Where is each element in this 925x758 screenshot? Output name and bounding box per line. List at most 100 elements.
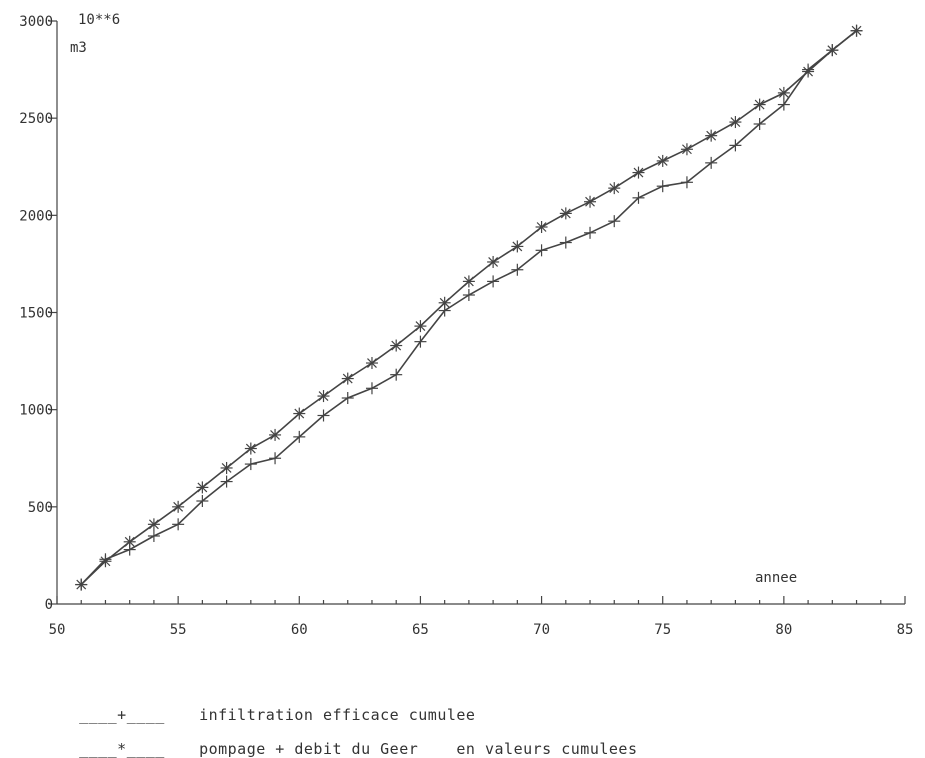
marker-d2 — [512, 241, 523, 252]
data-point — [147, 529, 160, 542]
data-point — [487, 275, 500, 288]
marker-d2 — [270, 430, 280, 440]
y-unit-label-2: m3 — [70, 40, 87, 56]
data-point — [511, 240, 524, 253]
marker-d2 — [488, 257, 499, 267]
data-point — [438, 296, 451, 309]
data-point — [802, 65, 815, 78]
data-point — [487, 255, 500, 268]
data-point — [365, 357, 378, 370]
data-point — [753, 117, 766, 130]
marker-d2 — [245, 443, 256, 454]
marker-d2 — [778, 87, 789, 98]
data-point — [535, 220, 548, 233]
data-point — [220, 461, 233, 474]
data-point — [99, 555, 112, 568]
legend-item-1: ____+____ infiltration efficace cumulee — [60, 688, 475, 724]
marker-d2 — [463, 276, 474, 287]
x-tick-label: 85 — [897, 622, 914, 638]
x-tick-label: 65 — [412, 622, 429, 638]
data-point — [462, 275, 475, 288]
data-point — [75, 578, 88, 591]
x-axis-label: annee — [755, 570, 797, 586]
y-tick-label: 3000 — [19, 14, 53, 30]
data-point — [680, 143, 693, 156]
data-point — [584, 226, 597, 239]
data-point — [705, 129, 718, 142]
data-point — [680, 176, 693, 189]
data-point — [172, 518, 185, 531]
y-tick-label: 2000 — [19, 208, 53, 224]
data-point — [414, 320, 427, 333]
data-point — [535, 244, 548, 257]
data-point — [608, 182, 621, 195]
x-tick-label: 60 — [291, 622, 308, 638]
data-point — [341, 392, 354, 405]
data-point — [729, 139, 742, 152]
data-point — [559, 207, 572, 220]
data-point — [705, 156, 718, 169]
data-point — [608, 215, 621, 228]
marker-d2 — [682, 144, 692, 155]
marker-d2 — [754, 99, 765, 110]
legend-sample-1: ____+____ — [79, 706, 165, 724]
data-point — [729, 116, 742, 129]
data-point — [293, 430, 306, 443]
data-point — [269, 452, 282, 465]
marker-d2 — [318, 391, 329, 401]
marker-d2 — [367, 358, 377, 368]
data-point — [147, 518, 160, 531]
data-point — [365, 382, 378, 395]
data-point — [656, 180, 669, 193]
marker-d2 — [827, 45, 838, 56]
marker-d2 — [803, 66, 814, 77]
data-point — [753, 98, 766, 111]
y-tick-label: 500 — [28, 500, 53, 516]
marker-d2 — [100, 556, 111, 567]
data-point — [414, 335, 427, 348]
marker-d2 — [706, 130, 717, 141]
data-point — [390, 368, 403, 381]
x-tick-label: 55 — [170, 622, 187, 638]
data-point — [317, 390, 330, 403]
marker-d2 — [609, 183, 620, 194]
marker-d2 — [633, 167, 644, 178]
data-point — [196, 481, 209, 494]
data-point — [244, 458, 257, 471]
marker-d2 — [148, 519, 159, 530]
data-point — [172, 500, 185, 513]
x-tick-label: 70 — [533, 622, 550, 638]
data-point — [632, 166, 645, 179]
marker-d2 — [657, 155, 668, 166]
x-tick-label: 80 — [775, 622, 792, 638]
series-layer — [75, 24, 863, 591]
data-point — [850, 24, 863, 37]
marker-d2 — [124, 536, 135, 547]
legend-text-1: infiltration efficace cumulee — [199, 706, 476, 724]
y-tick-label: 2500 — [19, 111, 53, 127]
x-tick-label: 75 — [654, 622, 671, 638]
data-point — [293, 407, 306, 420]
legend-item-2: ____*____ pompage + debit du Geer en vale… — [60, 722, 637, 758]
data-point — [220, 475, 233, 488]
marker-d2 — [730, 117, 741, 127]
marker-d2 — [197, 482, 208, 493]
marker-d2 — [294, 408, 305, 419]
marker-d2 — [173, 501, 184, 512]
data-point — [317, 409, 330, 422]
data-point — [656, 154, 669, 167]
data-point — [341, 372, 354, 385]
data-point — [559, 236, 572, 249]
marker-d2 — [536, 222, 547, 232]
legend-sample-2: ____*____ — [79, 740, 165, 758]
data-point — [244, 442, 257, 455]
marker-d2 — [76, 579, 87, 590]
data-point — [777, 98, 790, 111]
y-tick-label: 1000 — [19, 403, 53, 419]
data-point — [777, 86, 790, 99]
axes: 50 55 60 65 70 75 80 85 0 500 1000 1500 2000 2500 3000 — [19, 14, 913, 638]
marker-d2 — [391, 340, 402, 351]
marker-d2 — [415, 321, 426, 332]
y-tick-label: 1500 — [19, 306, 53, 322]
data-point — [826, 44, 839, 57]
